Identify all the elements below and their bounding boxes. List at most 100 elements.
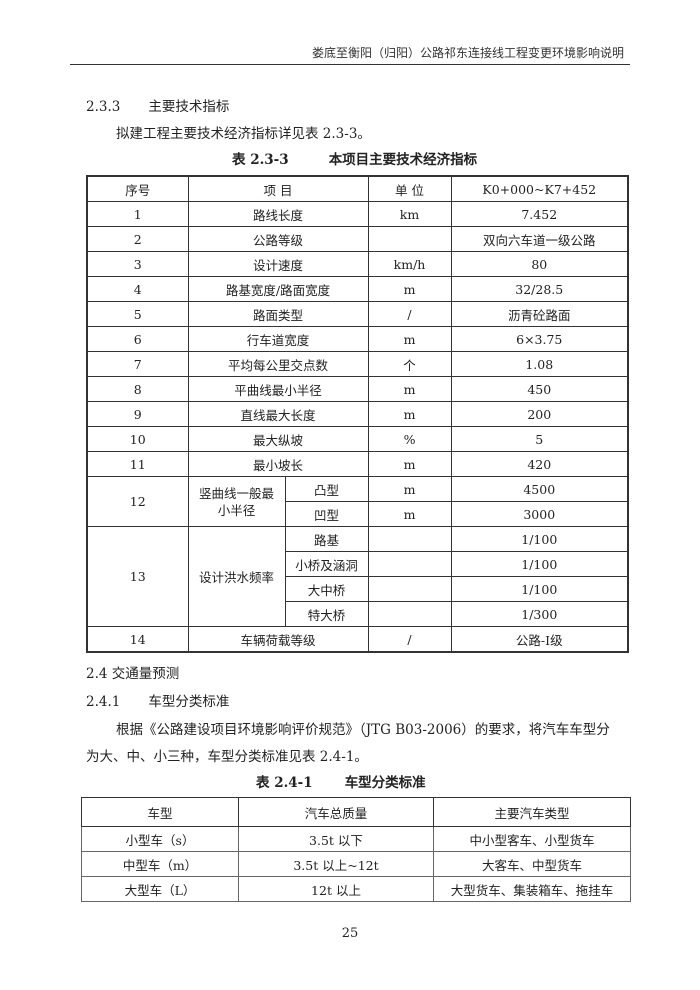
cell: 小型车（s） bbox=[81, 826, 239, 852]
cell-value: 32/28.5 bbox=[450, 276, 629, 302]
cell-unit: m bbox=[367, 276, 452, 302]
cell-value: 1/300 bbox=[450, 601, 629, 627]
caption-number: 表 2.3-3 bbox=[232, 152, 289, 168]
paragraph-line-2: 为大、中、小三种，车型分类标准见表 2.4-1。 bbox=[86, 749, 368, 765]
cell-unit: / bbox=[367, 626, 452, 653]
caption-title: 车型分类标准 bbox=[344, 775, 426, 791]
cell-no: 14 bbox=[86, 626, 189, 653]
cell-item: 最大纵坡 bbox=[187, 426, 369, 452]
section-2-4-heading: 2.4 交通量预测 bbox=[86, 662, 179, 682]
caption-number: 表 2.4-1 bbox=[256, 775, 313, 791]
cell: 12t 以上 bbox=[238, 876, 434, 902]
table-row: 车型 汽车总质量 主要汽车类型 bbox=[81, 797, 631, 827]
section-number: 2.3.3 bbox=[86, 99, 121, 115]
cell-item: 路线长度 bbox=[187, 201, 369, 227]
cell: 大客车、中型货车 bbox=[433, 851, 631, 877]
cell-subitem: 凹型 bbox=[284, 501, 369, 527]
header-cell: 车型 bbox=[81, 797, 239, 827]
cell-item: 行车道宽度 bbox=[187, 326, 369, 352]
cell-unit bbox=[367, 576, 452, 602]
caption-title: 本项目主要技术经济指标 bbox=[328, 152, 478, 168]
header-cell: 序号 bbox=[86, 175, 189, 202]
header-cell: 汽车总质量 bbox=[238, 797, 434, 827]
cell-unit: m bbox=[367, 501, 452, 527]
cell-item: 直线最大长度 bbox=[187, 401, 369, 427]
cell-item: 平均每公里交点数 bbox=[187, 351, 369, 377]
table-2-4-1-caption: 表 2.4-1 车型分类标准 bbox=[256, 771, 426, 791]
cell-unit: km bbox=[367, 201, 452, 227]
cell-no: 6 bbox=[86, 326, 189, 352]
cell-unit: m bbox=[367, 451, 452, 477]
table-row: 14 车辆荷载等级 / 公路-Ⅰ级 bbox=[86, 626, 629, 653]
cell-unit: % bbox=[367, 426, 452, 452]
cell-no: 5 bbox=[86, 301, 189, 327]
cell: 3.5t 以下 bbox=[238, 826, 434, 852]
cell-value: 双向六车道一级公路 bbox=[450, 226, 629, 252]
cell-value: 1/100 bbox=[450, 551, 629, 577]
cell-item: 竖曲线一般最小半径 bbox=[187, 476, 286, 527]
table-row: 2 公路等级 双向六车道一级公路 bbox=[86, 226, 629, 252]
cell-no: 8 bbox=[86, 376, 189, 402]
table-row: 9 直线最大长度 m 200 bbox=[86, 401, 629, 427]
section-number: 2.4 bbox=[86, 666, 108, 682]
table-row: 序号项 目单 位 K0+000~K7+452 bbox=[86, 175, 629, 202]
cell-no: 3 bbox=[86, 251, 189, 277]
cell-item: 路面类型 bbox=[187, 301, 369, 327]
cell: 中型车（m） bbox=[81, 851, 239, 877]
table-row: 凹型 m 3000 bbox=[87, 501, 629, 527]
section-2-4-1-heading: 2.4.1 车型分类标准 bbox=[86, 690, 229, 710]
cell-value: 1/100 bbox=[450, 526, 629, 552]
table-row: 10 最大纵坡% 5 bbox=[86, 426, 629, 452]
table-row: 4 路基宽度/路面宽度 m 32/28.5 bbox=[86, 276, 629, 302]
cell-subitem: 凸型 bbox=[284, 476, 369, 502]
header-cell: K0+000~K7+452 bbox=[450, 175, 629, 202]
paragraph: 拟建工程主要技术经济指标详见表 2.3-3。 bbox=[116, 126, 371, 142]
table-row: 1 路线长度 km 7.452 bbox=[86, 201, 629, 227]
cell-value: 6×3.75 bbox=[450, 326, 629, 352]
paragraph-line-1: 根据《公路建设项目环境影响评价规范》（JTG B03-2006）的要求，将汽车车… bbox=[116, 722, 610, 738]
cell-unit bbox=[367, 526, 452, 552]
section-title: 交通量预测 bbox=[111, 666, 180, 682]
cell-value: 1.08 bbox=[450, 351, 629, 377]
cell-unit: km/h bbox=[367, 251, 452, 277]
table-row: 5 路面类型 / 沥青砼路面 bbox=[86, 301, 629, 327]
cell: 中小型客车、小型货车 bbox=[433, 826, 631, 852]
table-row: 大型车（L） 12t 以上 大型货车、集装箱车、拖挂车 bbox=[81, 876, 631, 902]
cell-no: 1 bbox=[86, 201, 189, 227]
section-title: 车型分类标准 bbox=[148, 694, 230, 710]
table-row: 6 行车道宽度 m 6×3.75 bbox=[86, 326, 629, 352]
table-row: 3 设计速度 km/h 80 bbox=[86, 251, 629, 277]
cell-no: 7 bbox=[86, 351, 189, 377]
cell-item: 设计洪水频率 bbox=[187, 526, 286, 627]
section-title: 主要技术指标 bbox=[148, 99, 230, 115]
cell-unit bbox=[367, 601, 452, 627]
cell-value: 公路-Ⅰ级 bbox=[450, 626, 629, 653]
table-row: 11 最小坡长 m 420 bbox=[86, 451, 629, 477]
cell-value: 7.452 bbox=[450, 201, 629, 227]
header-rule bbox=[70, 64, 630, 65]
cell-value: 1/100 bbox=[450, 576, 629, 602]
running-header: 娄底至衡阳（归阳）公路祁东连接线工程变更环境影响说明 bbox=[311, 46, 624, 60]
cell-value: 450 bbox=[450, 376, 629, 402]
cell-no: 11 bbox=[86, 451, 189, 477]
cell-unit: 个 bbox=[367, 351, 452, 377]
page-number: 25 bbox=[341, 926, 359, 941]
cell: 大型车（L） bbox=[81, 876, 239, 902]
cell-unit: m bbox=[367, 476, 452, 502]
cell-item: 最小坡长 bbox=[187, 451, 369, 477]
cell-value: 80 bbox=[450, 251, 629, 277]
header-cell: 主要汽车类型 bbox=[433, 797, 631, 827]
header-cell: 单 位 bbox=[367, 175, 452, 202]
cell: 3.5t 以上~12t bbox=[238, 851, 434, 877]
cell-unit: m bbox=[367, 326, 452, 352]
table-row: 大中桥 1/100 bbox=[87, 576, 629, 602]
tech-indicators-table: 序号项 目单 位 K0+000~K7+452 1 路线长度 km 7.452 2 公路等级 双向… bbox=[86, 175, 630, 653]
cell-subitem: 路基 bbox=[284, 526, 369, 552]
table-row: 中型车（m） 3.5t 以上~12t 大客车、中型货车 bbox=[81, 851, 631, 877]
table-row: 7 平均每公里交点数个 1.08 bbox=[86, 351, 629, 377]
cell-no: 12 bbox=[86, 476, 189, 527]
cell-item: 设计速度 bbox=[187, 251, 369, 277]
cell-no: 4 bbox=[86, 276, 189, 302]
cell-subitem: 大中桥 bbox=[284, 576, 369, 602]
cell-subitem: 小桥及涵洞 bbox=[284, 551, 369, 577]
